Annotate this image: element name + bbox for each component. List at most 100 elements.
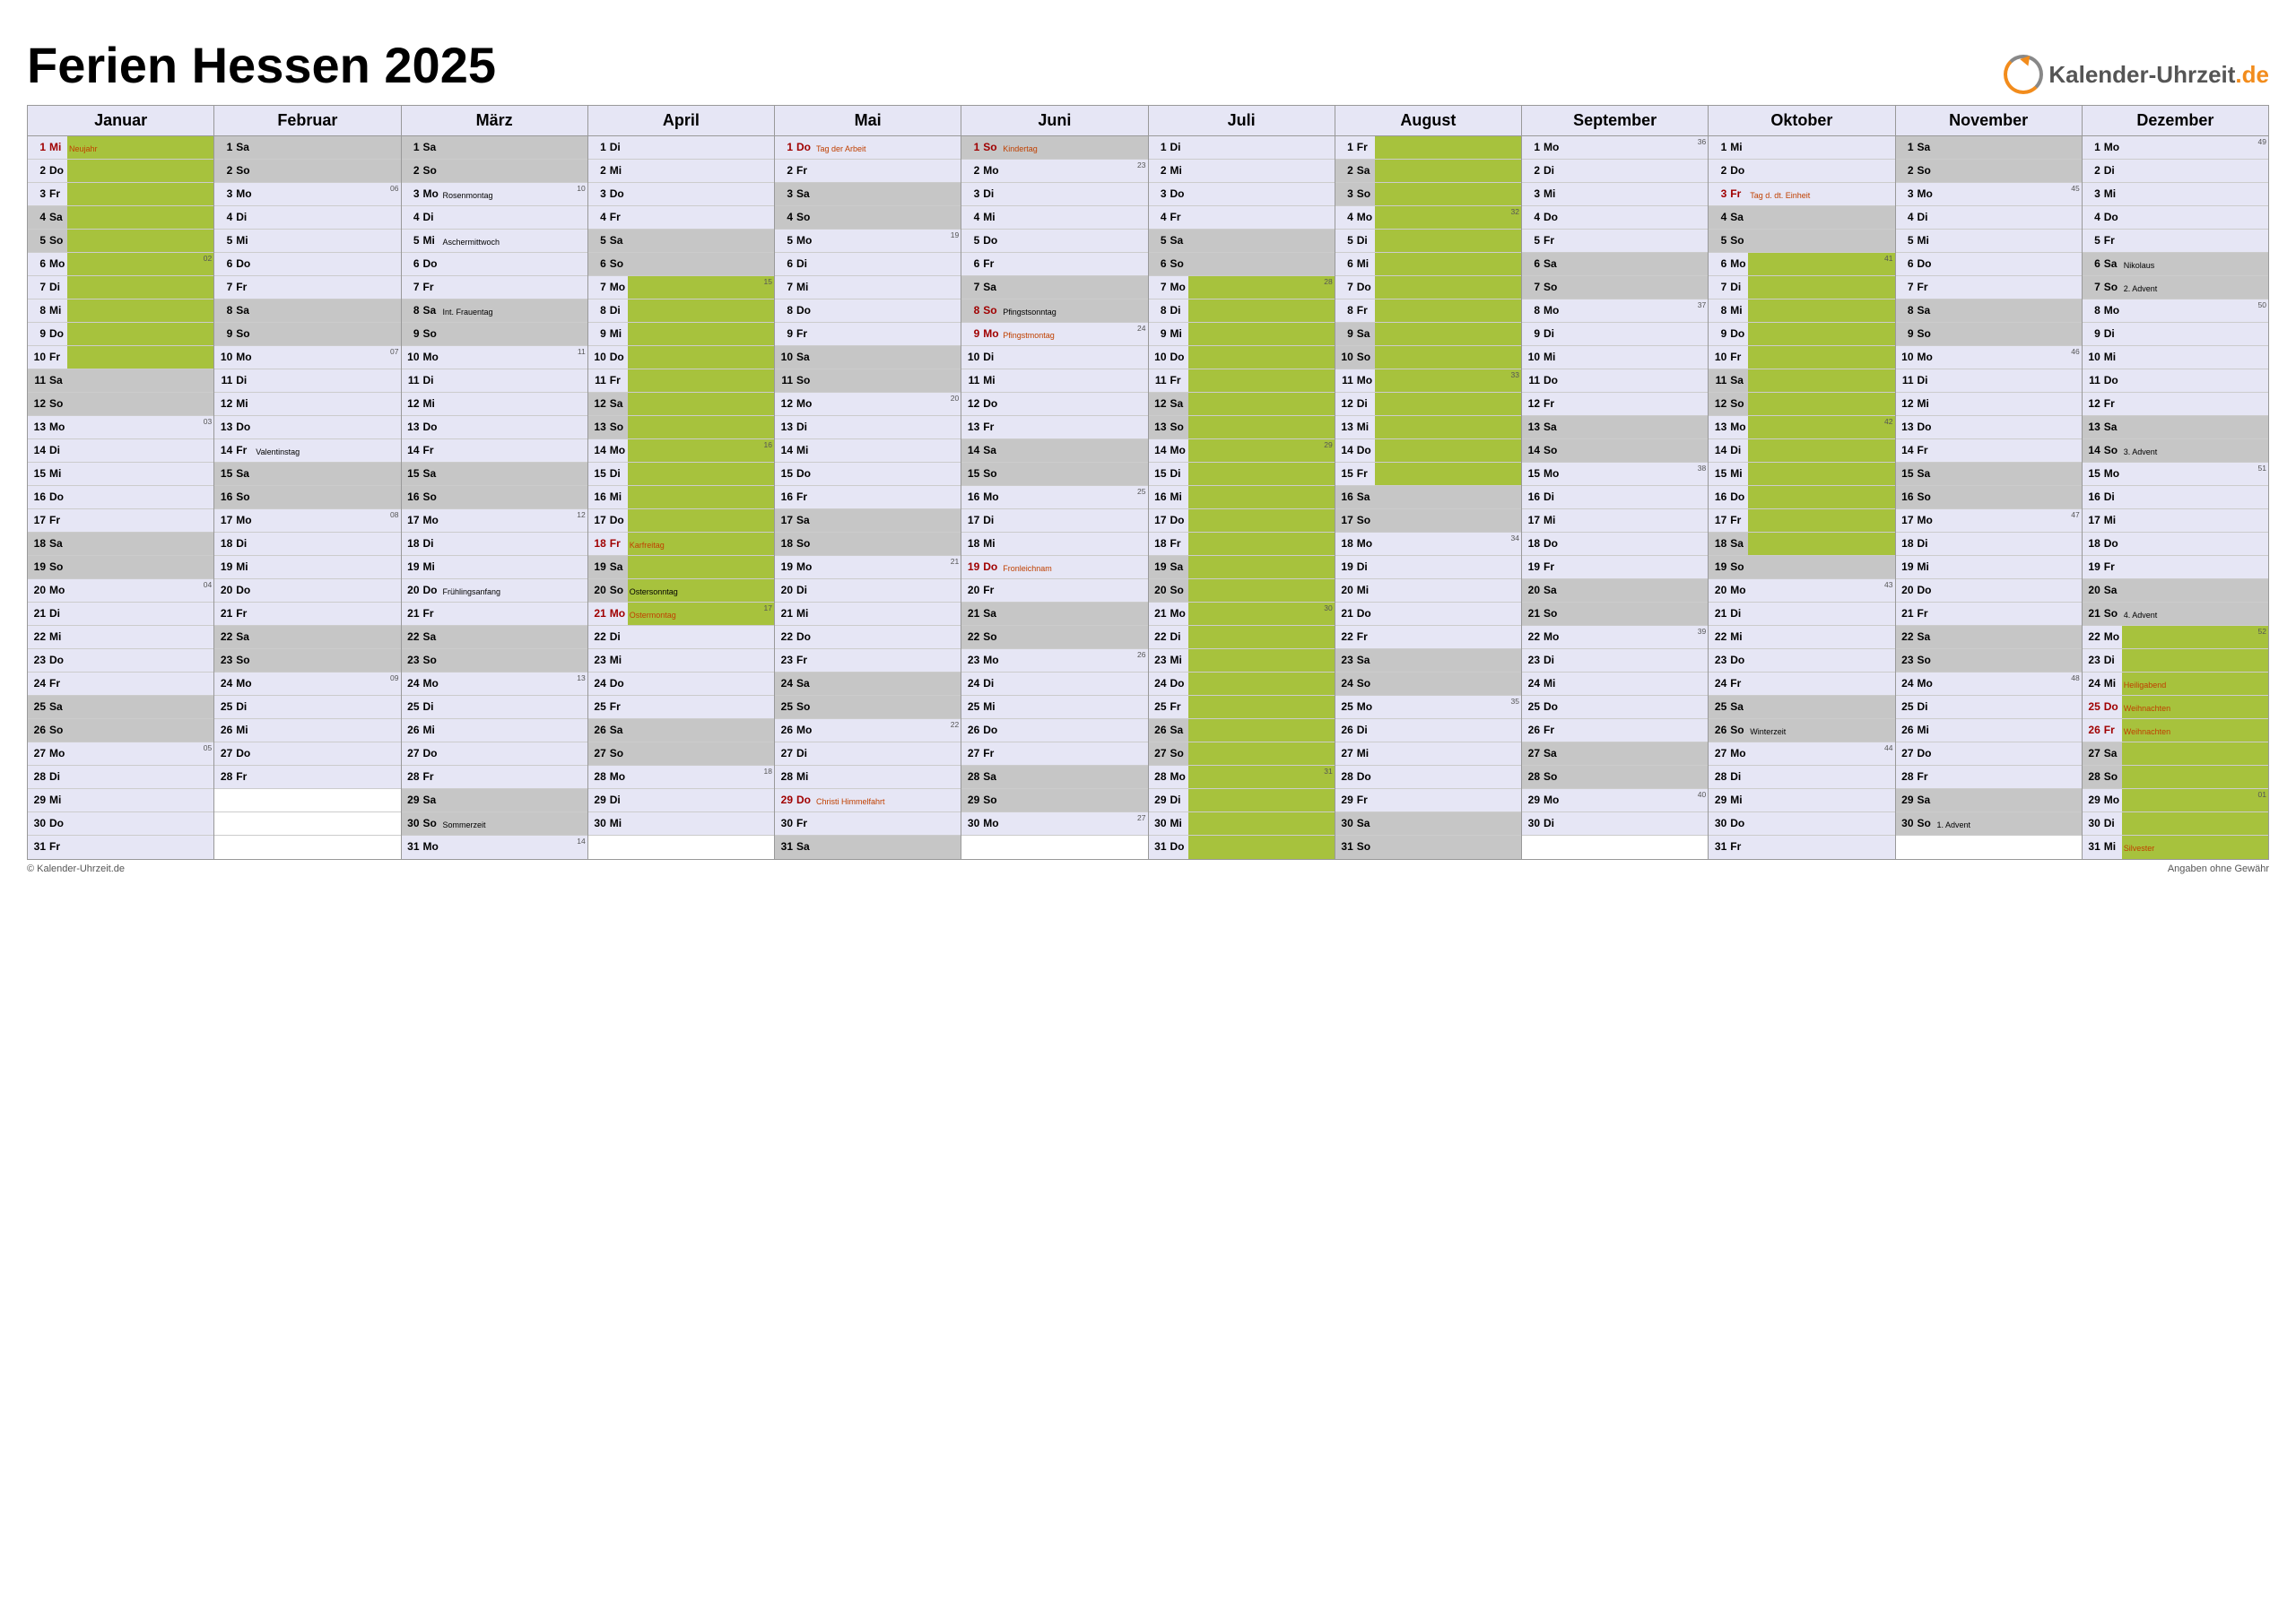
day-weekday: So <box>981 626 1001 648</box>
day-number: 18 <box>1709 533 1728 555</box>
day-number: 7 <box>214 276 234 299</box>
day-weekday: Mi <box>795 603 814 625</box>
day-cell: 18Mi <box>961 533 1147 556</box>
day-weekday: Mi <box>1542 509 1561 532</box>
day-number: 7 <box>1522 276 1542 299</box>
day-weekday: Fr <box>981 742 1001 765</box>
day-weekday: Mo <box>795 230 814 252</box>
day-number: 7 <box>28 276 48 299</box>
week-number: 08 <box>390 510 398 519</box>
day-content <box>67 486 213 508</box>
day-cell: 8Mi <box>28 299 213 323</box>
day-cell: 18So <box>775 533 961 556</box>
day-number: 5 <box>961 230 981 252</box>
day-content <box>1935 719 2082 742</box>
day-cell: 4So <box>775 206 961 230</box>
day-number: 5 <box>1522 230 1542 252</box>
day-cell: 14Fr <box>1896 439 2082 463</box>
day-number: 2 <box>1896 160 1916 182</box>
day-weekday: So <box>1728 719 1748 742</box>
day-number: 18 <box>1149 533 1169 555</box>
day-number: 4 <box>2083 206 2102 229</box>
day-cell: 30Mo27 <box>961 812 1147 836</box>
day-cell: 9So <box>1896 323 2082 346</box>
day-number: 31 <box>1149 836 1169 859</box>
day-weekday: Mi <box>2102 673 2122 695</box>
day-content <box>254 230 400 252</box>
day-content <box>1935 603 2082 625</box>
day-number: 7 <box>2083 276 2102 299</box>
day-content <box>1935 696 2082 718</box>
day-weekday: So <box>234 160 254 182</box>
day-number: 19 <box>1522 556 1542 578</box>
day-cell: 10Sa <box>775 346 961 369</box>
day-content <box>441 416 587 438</box>
day-cell: 29Di <box>1149 789 1335 812</box>
week-number: 04 <box>204 580 212 589</box>
day-cell: 6Mo41 <box>1709 253 1894 276</box>
day-cell: 28Di <box>1709 766 1894 789</box>
day-weekday: Do <box>2102 533 2122 555</box>
day-cell: 11Do <box>1522 369 1708 393</box>
day-number: 30 <box>2083 812 2102 835</box>
day-weekday: Fr <box>422 276 441 299</box>
day-content <box>254 416 400 438</box>
day-cell: 26Mi <box>402 719 587 742</box>
day-content <box>1001 579 1147 602</box>
day-weekday: Sa <box>1916 136 1935 159</box>
day-weekday: Do <box>795 463 814 485</box>
day-number: 14 <box>961 439 981 462</box>
day-content <box>1375 789 1521 812</box>
day-number: 25 <box>588 696 608 718</box>
day-weekday: Di <box>1355 719 1375 742</box>
day-number: 26 <box>2083 719 2102 742</box>
day-number: 28 <box>402 766 422 788</box>
day-number: 12 <box>402 393 422 415</box>
day-cell <box>214 789 400 812</box>
week-number: 13 <box>577 673 585 682</box>
week-number: 22 <box>951 720 959 729</box>
day-number: 14 <box>775 439 795 462</box>
day-weekday: So <box>422 323 441 345</box>
day-content <box>441 136 587 159</box>
day-number: 12 <box>28 393 48 415</box>
day-weekday: Mi <box>1169 323 1188 345</box>
day-content <box>67 673 213 695</box>
day-number: 29 <box>1149 789 1169 812</box>
day-content <box>254 463 400 485</box>
day-note: Weihnachten <box>2124 704 2170 713</box>
day-cell: 20Do <box>214 579 400 603</box>
day-weekday: Do <box>1916 253 1935 275</box>
day-weekday: Do <box>608 509 628 532</box>
day-content <box>254 136 400 159</box>
day-weekday: Mi <box>234 556 254 578</box>
day-weekday: Mi <box>422 719 441 742</box>
day-number: 3 <box>1335 183 1355 205</box>
week-number: 37 <box>1698 300 1706 309</box>
day-content <box>254 533 400 555</box>
day-number: 20 <box>402 579 422 602</box>
day-weekday: Do <box>981 230 1001 252</box>
day-number: 29 <box>1335 789 1355 812</box>
day-weekday: Sa <box>1728 696 1748 718</box>
day-content <box>1375 742 1521 765</box>
day-weekday: Sa <box>48 369 67 392</box>
day-cell: 28So <box>1522 766 1708 789</box>
day-content <box>67 836 213 859</box>
day-cell: 18Di <box>1896 533 2082 556</box>
day-number: 15 <box>775 463 795 485</box>
day-weekday: Fr <box>1355 789 1375 812</box>
day-number: 29 <box>588 789 608 812</box>
day-cell: 14So <box>1522 439 1708 463</box>
day-weekday: Sa <box>795 836 814 859</box>
day-weekday: Di <box>1728 603 1748 625</box>
day-content: 07 <box>254 346 400 369</box>
day-weekday: Sa <box>795 183 814 205</box>
day-cell: 14FrValentinstag <box>214 439 400 463</box>
day-content <box>441 766 587 788</box>
day-content <box>254 276 400 299</box>
day-content <box>1375 393 1521 415</box>
day-content <box>1935 369 2082 392</box>
day-weekday: Mo <box>1916 509 1935 532</box>
day-content: 11 <box>441 346 587 369</box>
